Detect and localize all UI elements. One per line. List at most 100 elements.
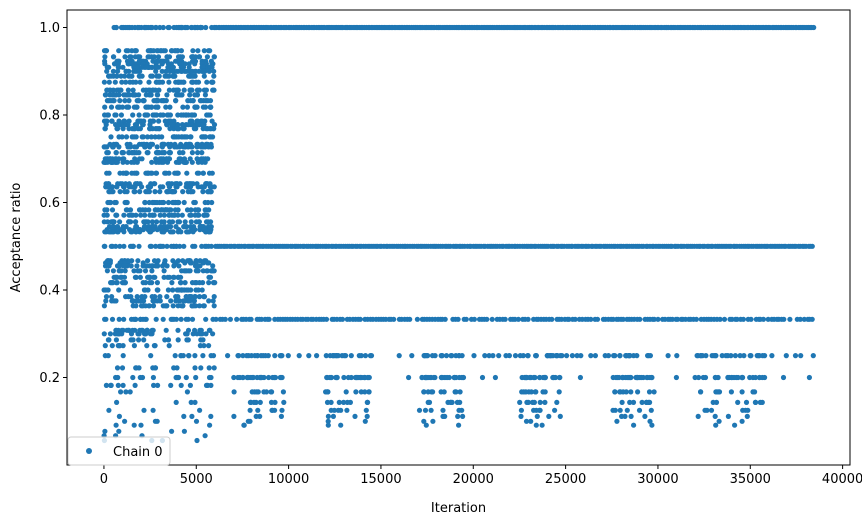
data-point	[116, 413, 122, 419]
data-point	[110, 229, 116, 235]
data-point	[129, 24, 135, 31]
data-point	[155, 150, 161, 156]
data-point	[154, 126, 160, 132]
data-point	[108, 243, 114, 249]
data-point	[186, 64, 192, 70]
data-point	[188, 112, 194, 118]
data-point	[210, 353, 217, 359]
data-point	[651, 389, 657, 395]
legend-box	[67, 436, 171, 466]
data-point	[428, 407, 434, 413]
data-point	[532, 374, 538, 381]
data-point	[348, 353, 354, 359]
data-point	[180, 64, 187, 70]
data-point	[177, 150, 183, 156]
data-point	[249, 389, 255, 395]
data-point	[206, 280, 212, 286]
data-point	[130, 337, 136, 343]
data-point	[279, 374, 285, 381]
data-point	[203, 87, 209, 93]
plot-frame	[66, 9, 851, 466]
data-point	[184, 331, 190, 337]
data-point	[422, 407, 429, 413]
data-point	[143, 331, 149, 337]
data-point	[161, 229, 167, 235]
data-point	[430, 389, 436, 395]
data-point	[104, 150, 110, 156]
data-point	[166, 189, 172, 195]
data-point	[756, 374, 763, 381]
data-point	[616, 374, 622, 381]
data-point	[161, 98, 167, 104]
data-point	[199, 331, 205, 337]
data-point	[203, 382, 210, 388]
data-point	[170, 274, 176, 280]
data-point	[594, 316, 601, 322]
data-point	[617, 353, 623, 359]
data-point	[184, 24, 190, 31]
data-point	[123, 48, 129, 54]
data-point	[163, 104, 169, 110]
data-point	[201, 294, 207, 300]
data-point	[142, 199, 148, 206]
data-point	[146, 79, 152, 85]
data-point	[208, 382, 214, 388]
data-point	[178, 316, 184, 322]
data-point	[357, 316, 363, 322]
data-point	[122, 73, 128, 79]
data-point	[635, 374, 641, 381]
data-point	[649, 422, 655, 428]
data-point	[167, 104, 173, 110]
data-point	[134, 294, 140, 300]
data-point	[199, 150, 205, 156]
data-point	[167, 150, 173, 156]
data-point	[134, 150, 140, 156]
data-point	[151, 343, 157, 349]
data-point	[798, 353, 804, 359]
data-point	[189, 144, 195, 150]
data-point	[704, 407, 710, 413]
data-point	[131, 422, 137, 428]
data-point	[118, 274, 124, 280]
data-point	[696, 374, 702, 381]
data-point	[712, 413, 718, 419]
data-point	[156, 159, 162, 165]
x-tick-label: 35000	[730, 472, 771, 487]
data-point	[160, 316, 166, 322]
data-point	[195, 150, 201, 156]
data-point	[181, 428, 187, 434]
data-point	[202, 433, 208, 439]
data-point	[717, 316, 723, 322]
data-point	[204, 79, 210, 85]
data-point	[200, 303, 207, 309]
data-point	[187, 298, 193, 304]
data-point	[178, 112, 184, 118]
data-point	[102, 126, 108, 132]
data-point	[152, 365, 158, 371]
data-point	[113, 298, 119, 304]
data-point	[235, 374, 241, 381]
data-point	[142, 112, 148, 118]
data-point	[184, 268, 190, 274]
data-point	[285, 353, 291, 359]
data-point	[416, 407, 423, 413]
data-point	[169, 428, 175, 434]
data-point	[524, 399, 530, 405]
data-point	[639, 399, 645, 405]
data-point	[336, 399, 342, 405]
data-point	[130, 79, 136, 85]
data-point	[131, 268, 137, 274]
data-point	[184, 229, 190, 235]
data-point	[122, 263, 128, 269]
data-point	[610, 407, 616, 413]
data-point	[192, 353, 198, 359]
data-point	[192, 199, 198, 206]
data-point	[780, 374, 787, 381]
data-point	[179, 212, 185, 218]
data-point	[102, 48, 109, 54]
data-point	[206, 298, 212, 304]
data-point	[234, 316, 240, 322]
data-point	[200, 268, 206, 274]
data-point	[118, 389, 124, 395]
data-point	[456, 353, 462, 359]
